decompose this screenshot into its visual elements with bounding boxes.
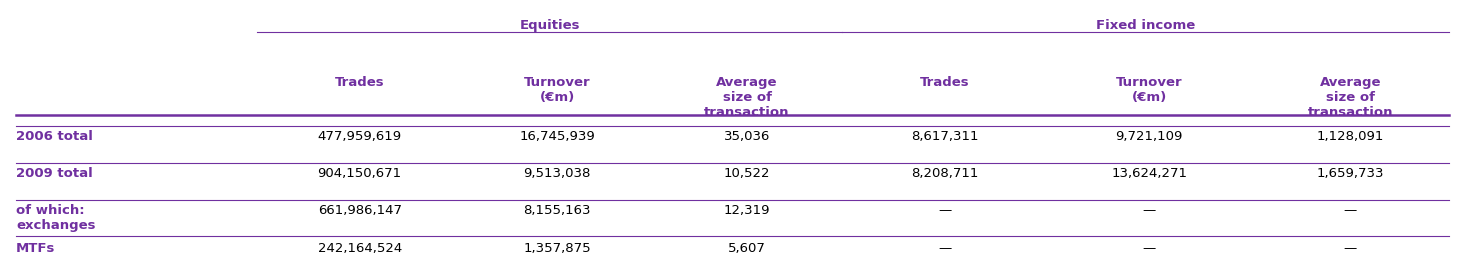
- Text: 5,607: 5,607: [728, 242, 766, 255]
- Text: 12,319: 12,319: [724, 204, 771, 217]
- Text: Turnover
(€m): Turnover (€m): [523, 76, 590, 104]
- Text: 35,036: 35,036: [724, 130, 771, 143]
- Text: —: —: [938, 242, 951, 255]
- Text: 904,150,671: 904,150,671: [318, 167, 401, 180]
- Text: 8,155,163: 8,155,163: [523, 204, 590, 217]
- Text: Equities: Equities: [520, 19, 580, 32]
- Text: Average
size of
transaction: Average size of transaction: [705, 76, 790, 119]
- Text: 16,745,939: 16,745,939: [519, 130, 595, 143]
- Text: 8,208,711: 8,208,711: [911, 167, 979, 180]
- Text: 13,624,271: 13,624,271: [1112, 167, 1187, 180]
- Text: 10,522: 10,522: [724, 167, 771, 180]
- Text: 9,721,109: 9,721,109: [1115, 130, 1182, 143]
- Text: —: —: [1343, 204, 1357, 217]
- Text: Average
size of
transaction: Average size of transaction: [1308, 76, 1393, 119]
- Text: —: —: [1143, 204, 1156, 217]
- Text: of which:
exchanges: of which: exchanges: [16, 204, 95, 232]
- Text: 1,659,733: 1,659,733: [1317, 167, 1384, 180]
- Text: —: —: [1143, 242, 1156, 255]
- Text: 8,617,311: 8,617,311: [911, 130, 979, 143]
- Text: 9,513,038: 9,513,038: [523, 167, 590, 180]
- Text: Trades: Trades: [920, 76, 970, 89]
- Text: MTFs: MTFs: [16, 242, 56, 255]
- Text: 477,959,619: 477,959,619: [318, 130, 401, 143]
- Text: 242,164,524: 242,164,524: [318, 242, 401, 255]
- Text: 2009 total: 2009 total: [16, 167, 92, 180]
- Text: —: —: [938, 204, 951, 217]
- Text: 2006 total: 2006 total: [16, 130, 92, 143]
- Text: —: —: [1343, 242, 1357, 255]
- Text: Trades: Trades: [335, 76, 384, 89]
- Text: Fixed income: Fixed income: [1096, 19, 1195, 32]
- Text: 1,128,091: 1,128,091: [1317, 130, 1384, 143]
- Text: 661,986,147: 661,986,147: [318, 204, 401, 217]
- Text: Turnover
(€m): Turnover (€m): [1116, 76, 1182, 104]
- Text: 1,357,875: 1,357,875: [523, 242, 590, 255]
